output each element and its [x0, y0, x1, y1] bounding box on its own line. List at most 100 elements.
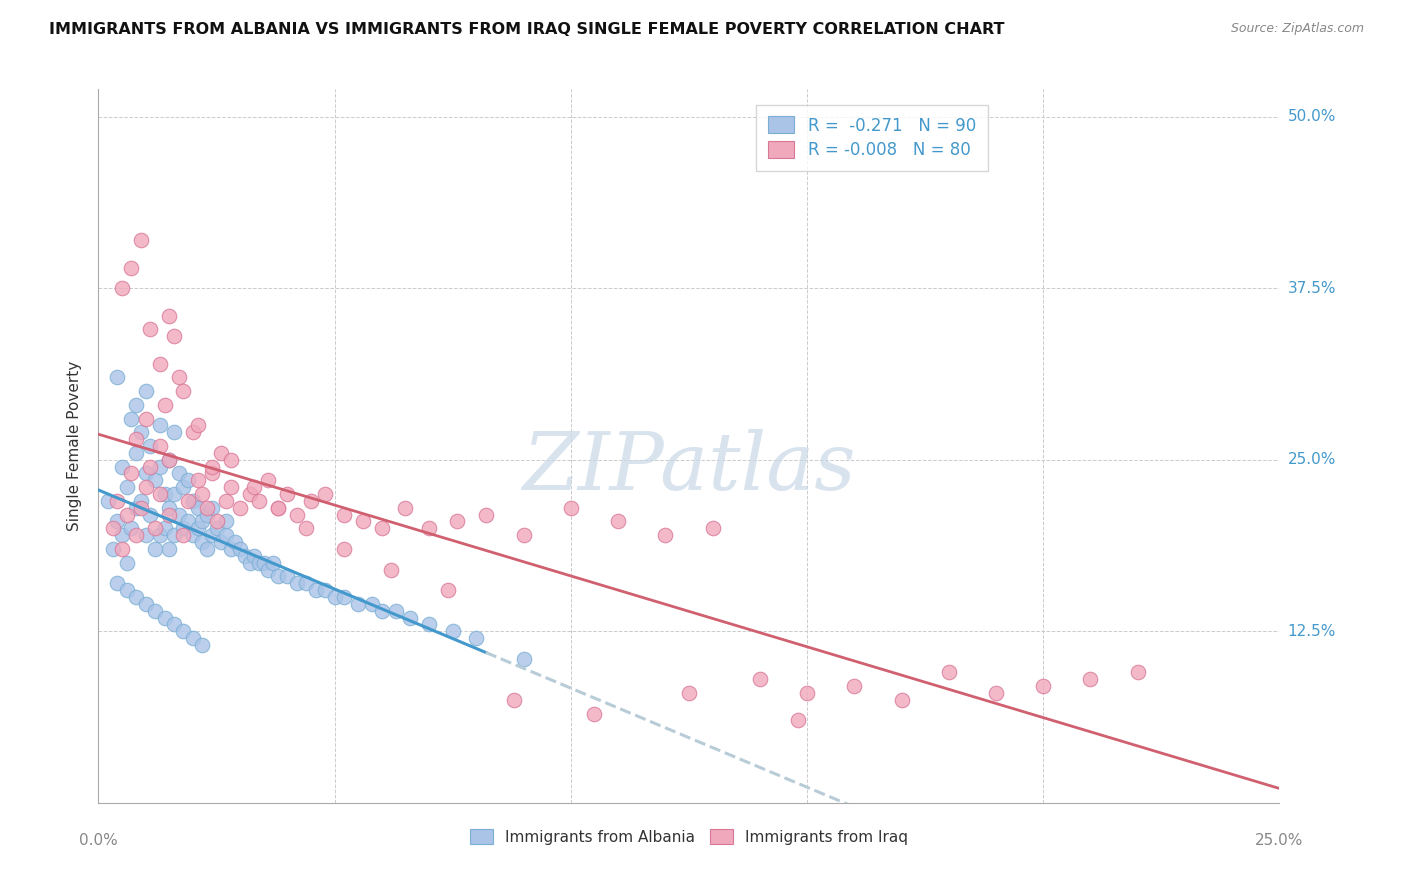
Point	[153, 521, 176, 535]
Point	[149, 418, 172, 433]
Point	[267, 500, 290, 515]
Text: Source: ZipAtlas.com: Source: ZipAtlas.com	[1230, 22, 1364, 36]
Point	[347, 597, 370, 611]
Point	[121, 521, 143, 535]
Point	[215, 528, 238, 542]
Point	[163, 487, 186, 501]
Point	[844, 679, 866, 693]
Point	[125, 500, 148, 515]
Point	[257, 562, 280, 576]
Point	[295, 576, 318, 591]
Point	[135, 528, 157, 542]
Legend: Immigrants from Albania, Immigrants from Iraq: Immigrants from Albania, Immigrants from…	[463, 821, 915, 852]
Point	[172, 480, 194, 494]
Point	[276, 569, 298, 583]
Point	[157, 452, 180, 467]
Point	[938, 665, 960, 680]
Point	[418, 521, 440, 535]
Point	[121, 260, 143, 275]
Point	[257, 473, 280, 487]
Point	[172, 528, 194, 542]
Point	[149, 487, 172, 501]
Point	[394, 500, 416, 515]
Point	[105, 494, 128, 508]
Text: 0.0%: 0.0%	[79, 833, 118, 848]
Point	[111, 281, 134, 295]
Point	[163, 528, 186, 542]
Point	[380, 562, 402, 576]
Point	[125, 590, 148, 604]
Point	[129, 500, 152, 515]
Point	[205, 521, 228, 535]
Text: 25.0%: 25.0%	[1288, 452, 1336, 467]
Text: 25.0%: 25.0%	[1256, 833, 1303, 848]
Point	[139, 439, 162, 453]
Point	[143, 521, 166, 535]
Point	[385, 604, 408, 618]
Point	[285, 576, 308, 591]
Point	[153, 487, 176, 501]
Point	[276, 487, 298, 501]
Point	[111, 541, 134, 556]
Point	[215, 494, 238, 508]
Point	[201, 459, 224, 474]
Point	[181, 631, 204, 645]
Text: IMMIGRANTS FROM ALBANIA VS IMMIGRANTS FROM IRAQ SINGLE FEMALE POVERTY CORRELATIO: IMMIGRANTS FROM ALBANIA VS IMMIGRANTS FR…	[49, 22, 1005, 37]
Point	[163, 329, 186, 343]
Point	[654, 528, 676, 542]
Point	[172, 384, 194, 398]
Point	[786, 714, 808, 728]
Point	[187, 521, 209, 535]
Point	[181, 425, 204, 440]
Point	[243, 480, 266, 494]
Point	[177, 494, 200, 508]
Point	[115, 556, 138, 570]
Point	[215, 515, 238, 529]
Point	[984, 686, 1007, 700]
Point	[139, 508, 162, 522]
Point	[187, 418, 209, 433]
Point	[512, 651, 534, 665]
Point	[135, 480, 157, 494]
Point	[135, 467, 157, 481]
Point	[101, 541, 124, 556]
Point	[475, 508, 498, 522]
Point	[512, 528, 534, 542]
Point	[295, 521, 318, 535]
Point	[333, 508, 356, 522]
Point	[262, 556, 284, 570]
Y-axis label: Single Female Poverty: Single Female Poverty	[67, 361, 83, 531]
Point	[1080, 673, 1102, 687]
Point	[224, 535, 246, 549]
Point	[129, 233, 152, 247]
Point	[187, 500, 209, 515]
Point	[167, 370, 190, 384]
Point	[143, 541, 166, 556]
Point	[125, 446, 148, 460]
Point	[209, 535, 232, 549]
Point	[1032, 679, 1054, 693]
Point	[143, 604, 166, 618]
Point	[371, 521, 394, 535]
Point	[167, 508, 190, 522]
Point	[371, 604, 394, 618]
Point	[97, 494, 120, 508]
Point	[314, 583, 336, 598]
Point	[243, 549, 266, 563]
Point	[139, 459, 162, 474]
Point	[163, 425, 186, 440]
Point	[149, 357, 172, 371]
Text: 12.5%: 12.5%	[1288, 624, 1336, 639]
Point	[201, 500, 224, 515]
Point	[191, 487, 214, 501]
Point	[201, 467, 224, 481]
Point	[135, 411, 157, 425]
Point	[125, 528, 148, 542]
Point	[187, 473, 209, 487]
Point	[229, 500, 252, 515]
Point	[239, 556, 262, 570]
Point	[195, 508, 218, 522]
Point	[115, 583, 138, 598]
Point	[129, 494, 152, 508]
Text: 50.0%: 50.0%	[1288, 109, 1336, 124]
